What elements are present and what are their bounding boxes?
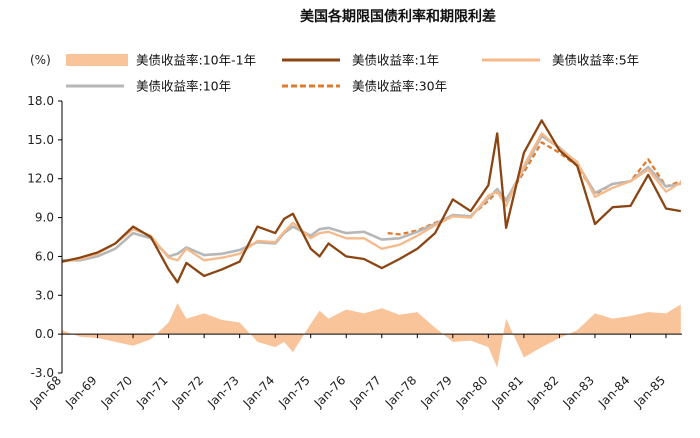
x-tick-label: Jan-84 — [595, 373, 633, 411]
legend-label: 美债收益率:5年 — [552, 53, 639, 68]
x-tick-label: Jan-77 — [346, 373, 384, 411]
y-tick-label: 3.0 — [35, 288, 54, 302]
y-unit-label: (%) — [30, 53, 51, 67]
x-tick-label: Jan-70 — [98, 373, 136, 411]
series-5y-line — [61, 132, 682, 263]
legend-swatch — [66, 54, 128, 66]
y-tick-label: 6.0 — [35, 249, 54, 263]
x-tick-label: Jan-75 — [275, 373, 313, 411]
x-tick-label: Jan-83 — [560, 373, 598, 411]
x-tick-label: Jan-79 — [417, 373, 455, 411]
y-tick-label: 15.0 — [27, 133, 54, 147]
legend-item: 美债收益率:10年-1年 — [66, 53, 256, 68]
x-tick-label: Jan-80 — [453, 373, 491, 411]
series-spread-area — [62, 303, 681, 368]
y-tick-label: -3.0 — [31, 366, 54, 380]
series-1y-line — [61, 119, 681, 284]
y-tick-label: 18.0 — [27, 94, 54, 108]
series-30y-line — [387, 141, 682, 236]
legend-label: 美债收益率:30年 — [352, 79, 447, 94]
legend-item: 美债收益率:10年 — [66, 79, 231, 94]
y-tick-label: 9.0 — [35, 211, 54, 225]
x-tick-label: Jan-72 — [169, 373, 207, 411]
x-tick-label: Jan-76 — [311, 373, 349, 411]
legend-label: 美债收益率:10年-1年 — [136, 53, 256, 68]
legend-label: 美债收益率:1年 — [352, 53, 439, 68]
x-axis: Jan-68Jan-69Jan-70Jan-71Jan-72Jan-73Jan-… — [27, 333, 682, 411]
legend-item: 美债收益率:5年 — [482, 53, 639, 68]
x-tick-label: Jan-69 — [62, 373, 100, 411]
x-tick-label: Jan-74 — [240, 373, 278, 411]
y-tick-label: 12.0 — [27, 172, 54, 186]
x-tick-label: Jan-81 — [488, 373, 526, 411]
plot-area — [61, 119, 682, 368]
legend-label: 美债收益率:10年 — [136, 79, 231, 94]
x-tick-label: Jan-73 — [204, 373, 242, 411]
x-tick-label: Jan-71 — [133, 373, 171, 411]
y-axis: 18.0 15.0 12.0 9.0 6.0 3.0 0.0 -3.0 — [27, 94, 63, 380]
x-tick-label: Jan-85 — [631, 373, 669, 411]
legend-item: 美债收益率:30年 — [282, 79, 447, 94]
x-tick-label: Jan-82 — [524, 373, 562, 411]
y-tick-label: 0.0 — [35, 327, 54, 341]
chart-title: 美国各期限国债利率和期限利差 — [300, 8, 496, 25]
x-tick-label: Jan-78 — [382, 373, 420, 411]
legend-item: 美债收益率:1年 — [282, 53, 439, 68]
